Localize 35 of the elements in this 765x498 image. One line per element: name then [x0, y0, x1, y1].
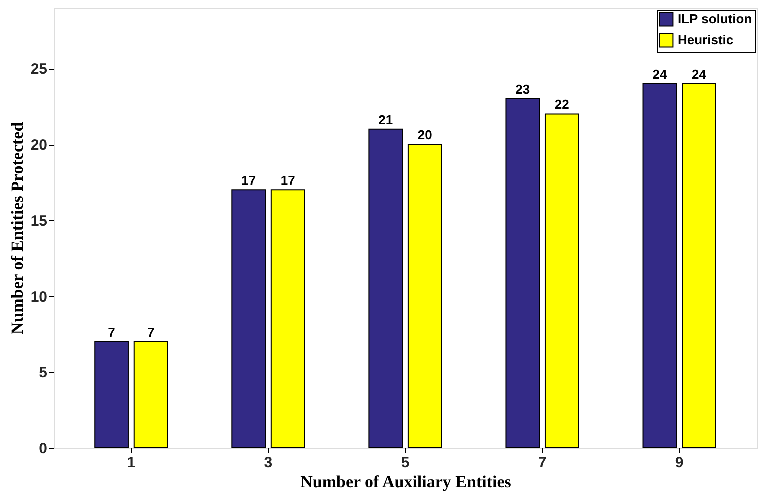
x-tick-label: 5: [401, 454, 410, 472]
y-tick-label: 10: [30, 288, 48, 306]
bar: [682, 83, 716, 448]
data-label: 7: [147, 324, 155, 340]
bar: [368, 128, 404, 448]
y-tick-label: 5: [39, 364, 48, 382]
x-tick-label: 3: [264, 454, 273, 472]
data-label: 22: [554, 97, 570, 112]
bar: [544, 114, 580, 448]
x-tick-label: 9: [675, 454, 684, 472]
bar: [94, 341, 129, 448]
y-tick-label: 0: [39, 440, 48, 458]
y-axis-title: Number of Entities Protected: [8, 122, 27, 335]
bar: [232, 190, 266, 448]
bar: [408, 144, 442, 448]
data-label: 17: [242, 173, 256, 188]
x-axis-title: Number of Auxiliary Entities: [300, 472, 512, 492]
legend-label: Heuristic: [678, 32, 734, 48]
y-tick-label: 15: [30, 212, 48, 230]
data-label: 24: [652, 66, 668, 82]
data-label: 23: [516, 82, 530, 98]
data-label: 20: [418, 128, 432, 143]
bar: [134, 341, 168, 448]
data-label: 24: [692, 66, 708, 82]
y-tick-label: 20: [30, 137, 48, 154]
x-tick-label: 1: [127, 454, 136, 472]
bar: [270, 190, 306, 448]
data-label: 7: [108, 324, 116, 340]
x-tick-label: 7: [538, 454, 547, 472]
bar: [642, 83, 678, 448]
data-label: 17: [280, 173, 296, 188]
bar: [506, 98, 540, 448]
data-label: 21: [378, 112, 394, 128]
legend-label: ILP solution: [678, 12, 752, 26]
y-tick-label: 25: [30, 61, 48, 78]
